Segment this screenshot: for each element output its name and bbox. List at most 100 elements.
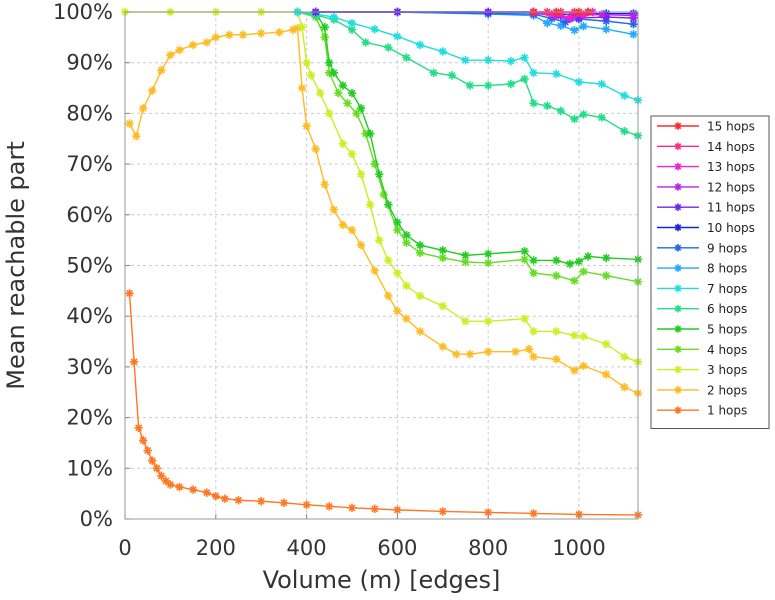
legend-label: 14 hops <box>707 140 755 154</box>
data-point <box>520 53 529 62</box>
data-point <box>529 256 538 265</box>
data-point <box>138 104 148 113</box>
data-point <box>148 456 157 465</box>
data-point <box>325 68 334 78</box>
data-point <box>552 271 561 280</box>
data-point <box>347 88 357 98</box>
data-point <box>483 317 493 326</box>
data-point <box>674 406 682 414</box>
y-tick-label: 30% <box>66 355 113 379</box>
data-point <box>152 464 161 473</box>
data-point <box>579 361 588 371</box>
data-point <box>461 55 470 65</box>
legend-item: 7 hops <box>657 282 747 296</box>
data-point <box>279 498 289 507</box>
data-point <box>365 129 375 138</box>
data-point <box>438 253 447 263</box>
series-2-hops <box>125 24 643 398</box>
data-point <box>483 347 493 356</box>
data-point <box>343 99 352 108</box>
data-point <box>188 485 198 494</box>
data-point <box>602 25 611 34</box>
data-point <box>629 11 638 20</box>
ticks: 0% 10% 20% 30% 40% 50% 60% 70% 80% 90% 100% 0 200 400… <box>53 0 606 560</box>
data-point <box>306 71 316 80</box>
data-point <box>220 494 230 503</box>
data-point <box>506 56 516 66</box>
data-point <box>674 183 682 191</box>
data-point <box>297 83 307 93</box>
data-point <box>461 257 470 267</box>
data-point <box>552 69 561 79</box>
data-point <box>202 38 211 47</box>
data-point <box>402 230 411 240</box>
data-point <box>166 50 175 60</box>
data-point <box>579 10 588 19</box>
data-point <box>402 238 411 247</box>
data-point <box>520 247 529 256</box>
legend-label: 8 hops <box>707 262 747 276</box>
data-point <box>520 314 529 323</box>
data-point <box>188 40 198 50</box>
data-point <box>320 23 329 32</box>
y-tick-label: 50% <box>66 254 113 278</box>
data-point <box>570 26 579 35</box>
data-point <box>674 122 682 130</box>
data-point <box>166 480 175 489</box>
data-point <box>552 355 561 364</box>
x-tick-label: 0 <box>118 536 131 560</box>
data-point <box>375 170 384 179</box>
data-point <box>461 317 470 326</box>
data-point <box>529 99 538 108</box>
data-point <box>393 268 402 278</box>
legend-item: 10 hops <box>657 221 755 235</box>
data-point <box>293 24 302 33</box>
legend-label: 4 hops <box>707 343 747 357</box>
data-point <box>361 129 370 138</box>
data-point <box>511 347 520 356</box>
data-point <box>483 508 493 517</box>
legend-label: 15 hops <box>707 120 755 134</box>
data-point <box>329 68 339 78</box>
data-point <box>148 86 157 95</box>
data-point <box>234 496 243 505</box>
legend-item: 5 hops <box>657 323 747 337</box>
data-point <box>302 500 311 510</box>
y-tick-label: 10% <box>66 456 113 480</box>
data-point <box>275 28 284 37</box>
data-point <box>570 366 579 375</box>
data-point <box>175 482 184 492</box>
data-point <box>620 382 629 392</box>
data-point <box>338 139 348 149</box>
data-point <box>579 110 588 119</box>
data-point <box>602 253 611 263</box>
series-4-hops <box>293 7 643 286</box>
data-point <box>543 18 552 28</box>
data-point <box>356 104 366 113</box>
data-point <box>157 471 166 481</box>
data-point <box>674 203 682 211</box>
data-point <box>288 25 298 34</box>
legend-label: 9 hops <box>707 241 747 255</box>
data-point <box>597 10 606 19</box>
y-axis-title: Mean reachable part <box>2 141 30 389</box>
data-point <box>674 223 682 232</box>
data-point <box>506 79 516 89</box>
data-point <box>256 29 266 38</box>
data-point <box>338 220 348 230</box>
x-axis-title: Volume (m) [edges] <box>263 566 501 594</box>
legend-label: 6 hops <box>707 302 747 316</box>
data-point <box>674 244 682 252</box>
x-tick-label: 800 <box>468 536 508 560</box>
data-point <box>370 159 379 169</box>
legend-item: 15 hops <box>657 120 755 134</box>
data-point <box>674 386 682 394</box>
legend: 15 hops 14 hops 13 hops 12 hops 11 hops 10 ho… <box>650 115 770 429</box>
legend-item: 6 hops <box>657 302 747 316</box>
legend-item: 2 hops <box>657 383 747 397</box>
data-point <box>379 190 388 199</box>
data-point <box>325 58 334 67</box>
data-point <box>452 350 461 359</box>
data-point <box>361 38 370 47</box>
